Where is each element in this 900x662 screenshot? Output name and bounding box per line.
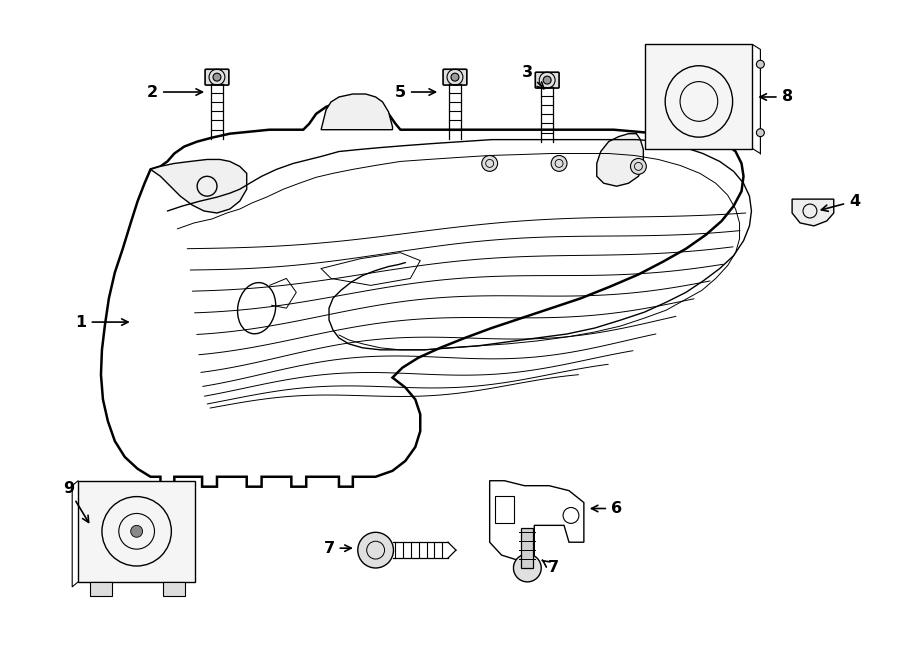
Circle shape	[551, 156, 567, 171]
Bar	[78, 481, 195, 582]
Text: 5: 5	[395, 85, 436, 99]
Circle shape	[756, 128, 764, 136]
Text: 4: 4	[822, 193, 860, 211]
Polygon shape	[150, 160, 247, 213]
Bar	[495, 496, 515, 524]
Polygon shape	[490, 481, 584, 560]
Polygon shape	[321, 94, 392, 130]
Circle shape	[631, 158, 646, 174]
Bar	[90, 582, 112, 596]
Circle shape	[482, 156, 498, 171]
Text: 1: 1	[76, 314, 128, 330]
Circle shape	[451, 73, 459, 81]
FancyBboxPatch shape	[443, 70, 467, 85]
FancyBboxPatch shape	[205, 70, 229, 85]
Text: 7: 7	[543, 560, 559, 575]
Text: 6: 6	[591, 501, 622, 516]
Bar	[164, 582, 185, 596]
Circle shape	[544, 76, 551, 84]
Text: 8: 8	[760, 89, 793, 105]
Text: 9: 9	[63, 481, 88, 522]
Circle shape	[358, 532, 393, 568]
Text: 2: 2	[147, 85, 202, 99]
Bar	[645, 44, 752, 148]
Circle shape	[130, 526, 142, 538]
Text: 7: 7	[323, 541, 351, 555]
Circle shape	[213, 73, 220, 81]
Polygon shape	[597, 134, 644, 186]
Bar	[521, 528, 534, 568]
FancyBboxPatch shape	[536, 72, 559, 88]
Circle shape	[756, 60, 764, 68]
Circle shape	[514, 554, 541, 582]
Polygon shape	[792, 199, 833, 226]
Polygon shape	[101, 100, 743, 487]
Text: 3: 3	[522, 65, 544, 89]
